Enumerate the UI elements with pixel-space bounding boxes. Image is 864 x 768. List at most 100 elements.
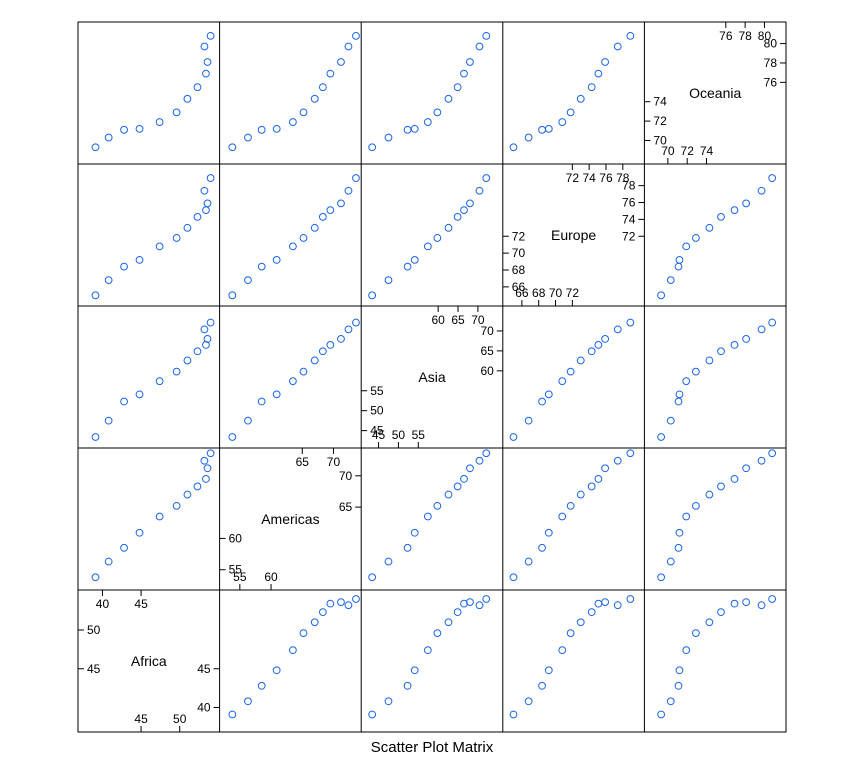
data-point (337, 598, 345, 606)
data-point (344, 601, 353, 610)
tick-label: 70 (471, 313, 485, 327)
data-point (657, 573, 666, 582)
tick-label: 50 (87, 623, 101, 637)
data-point (544, 666, 553, 675)
data-point (666, 276, 675, 285)
data-point (613, 601, 622, 610)
tick-label: 55 (233, 570, 247, 584)
tick-label: 45 (134, 712, 148, 726)
data-point (613, 42, 622, 51)
data-point (352, 318, 360, 327)
data-point (288, 242, 297, 251)
data-point (626, 318, 635, 327)
data-point (423, 118, 432, 126)
data-point (666, 416, 675, 425)
data-point (318, 83, 327, 92)
data-point (466, 598, 474, 606)
data-point (657, 433, 666, 441)
tick-label: 50 (173, 712, 187, 726)
data-point (601, 598, 610, 606)
data-point (352, 31, 360, 40)
data-point (544, 528, 553, 537)
data-point (91, 433, 100, 441)
tick-label: 78 (622, 179, 636, 193)
data-point (566, 629, 575, 637)
data-point (675, 255, 684, 264)
data-point (509, 143, 518, 152)
data-point (410, 124, 419, 133)
data-point (576, 356, 585, 365)
tick-label: 70 (480, 324, 494, 338)
tick-label: 70 (549, 286, 563, 300)
data-point (601, 58, 610, 66)
data-point (183, 94, 192, 103)
data-point (558, 512, 567, 521)
data-point (576, 618, 585, 627)
variable-label-oceania: Oceania (689, 85, 741, 101)
tick-label: 80 (758, 29, 772, 43)
tick-label: 70 (339, 469, 353, 483)
data-point (691, 629, 700, 637)
tick-label: 55 (229, 563, 243, 577)
data-point (475, 186, 484, 195)
data-point (466, 199, 474, 208)
data-point (566, 501, 575, 510)
data-point (403, 262, 412, 271)
data-point (200, 186, 209, 195)
data-point (318, 212, 327, 221)
tick-label: 78 (616, 171, 630, 185)
data-point (730, 599, 739, 608)
data-point (403, 681, 412, 690)
data-point (601, 464, 610, 473)
data-point (475, 42, 484, 51)
data-point (742, 335, 750, 343)
data-point (558, 646, 567, 655)
data-point (257, 397, 266, 406)
data-point (460, 475, 468, 483)
data-point (482, 31, 491, 40)
data-point (433, 629, 442, 637)
data-point (757, 456, 766, 465)
data-point (326, 69, 335, 78)
data-point (433, 501, 442, 510)
data-point (717, 347, 725, 356)
data-point (104, 276, 113, 285)
data-point (91, 143, 100, 152)
data-point (203, 335, 212, 343)
data-point (368, 573, 377, 582)
data-point (384, 133, 393, 142)
scatter-panel-africa-vs-asia (91, 318, 215, 441)
data-point (183, 223, 192, 232)
data-point (466, 58, 474, 66)
scatter-panel-americas-vs-africa (228, 595, 360, 719)
data-point (558, 118, 567, 126)
data-point (453, 83, 462, 92)
data-point (675, 528, 684, 537)
data-point (326, 341, 335, 349)
data-point (299, 367, 308, 376)
scatter-panel-oceania-vs-europe (657, 174, 777, 300)
data-point (299, 108, 308, 117)
data-point (104, 133, 113, 142)
data-point (757, 325, 766, 334)
tick-label: 65 (451, 313, 465, 327)
data-point (155, 377, 164, 386)
data-point (666, 697, 675, 706)
data-point (410, 255, 419, 264)
variable-label-africa: Africa (131, 653, 167, 669)
tick-label: 60 (480, 364, 494, 378)
tick-label: 70 (512, 246, 526, 260)
data-point (594, 599, 603, 608)
data-point (613, 456, 622, 465)
tick-label: 60 (229, 531, 243, 545)
tick-label: 55 (412, 428, 426, 442)
data-point (705, 223, 714, 232)
data-point (202, 206, 210, 215)
data-point (120, 543, 128, 552)
tick-label: 80 (764, 37, 778, 51)
data-point (768, 318, 777, 327)
scatter-panel-africa-vs-europe (91, 174, 215, 300)
